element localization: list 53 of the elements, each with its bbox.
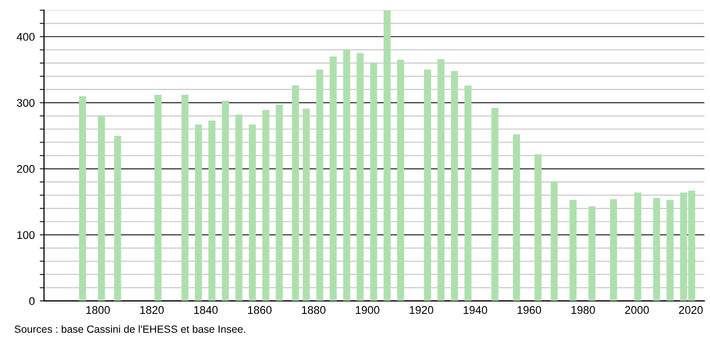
x-tick-label: 2020 bbox=[679, 306, 703, 314]
x-tick-label: 1900 bbox=[356, 306, 380, 314]
bar bbox=[114, 136, 122, 301]
x-tick-label: 1860 bbox=[248, 306, 272, 314]
y-tick-label: 300 bbox=[16, 98, 35, 107]
x-tick-label: 1880 bbox=[302, 306, 326, 314]
bar bbox=[438, 59, 445, 301]
source-note: Sources : base Cassini de l'EHESS et base Insee. bbox=[14, 325, 246, 333]
bar bbox=[154, 94, 162, 301]
bar bbox=[653, 198, 660, 301]
bar bbox=[666, 200, 674, 301]
bar bbox=[570, 200, 577, 301]
bar bbox=[235, 114, 242, 301]
y-tick-label: 0 bbox=[29, 297, 35, 306]
x-tick-label: 1940 bbox=[464, 306, 488, 314]
bar bbox=[370, 63, 378, 301]
x-tick-label: 2000 bbox=[625, 306, 649, 314]
y-tick-label: 400 bbox=[16, 32, 35, 41]
bar bbox=[276, 104, 283, 301]
bar bbox=[588, 206, 596, 301]
bar bbox=[634, 192, 642, 301]
bar bbox=[534, 154, 542, 301]
bar bbox=[262, 110, 270, 301]
bar bbox=[343, 50, 350, 301]
y-tick-label: 200 bbox=[17, 165, 35, 173]
x-tick-label: 1800 bbox=[86, 306, 110, 314]
bar bbox=[610, 199, 617, 301]
bar bbox=[208, 120, 216, 301]
bar bbox=[222, 100, 229, 301]
bar bbox=[98, 116, 105, 301]
bar bbox=[330, 56, 337, 301]
bar bbox=[181, 94, 188, 301]
bar bbox=[316, 70, 324, 301]
bar bbox=[512, 134, 520, 301]
x-tick-label: 1960 bbox=[518, 306, 542, 314]
bar bbox=[384, 10, 391, 301]
x-tick-label: 1920 bbox=[410, 306, 434, 314]
bar bbox=[79, 96, 86, 301]
bar bbox=[424, 70, 432, 301]
bar bbox=[450, 70, 458, 301]
bar bbox=[292, 86, 299, 301]
bar bbox=[356, 53, 364, 301]
bar bbox=[248, 124, 256, 301]
bar bbox=[550, 181, 558, 301]
bar bbox=[302, 108, 310, 301]
y-tick-label: 100 bbox=[17, 231, 35, 239]
x-tick-label: 1820 bbox=[140, 306, 164, 314]
bar bbox=[464, 86, 472, 301]
bar bbox=[397, 60, 404, 301]
bar bbox=[491, 108, 498, 301]
bar bbox=[194, 124, 202, 301]
x-tick-label: 1840 bbox=[194, 306, 218, 314]
x-tick-label: 1980 bbox=[572, 306, 595, 314]
